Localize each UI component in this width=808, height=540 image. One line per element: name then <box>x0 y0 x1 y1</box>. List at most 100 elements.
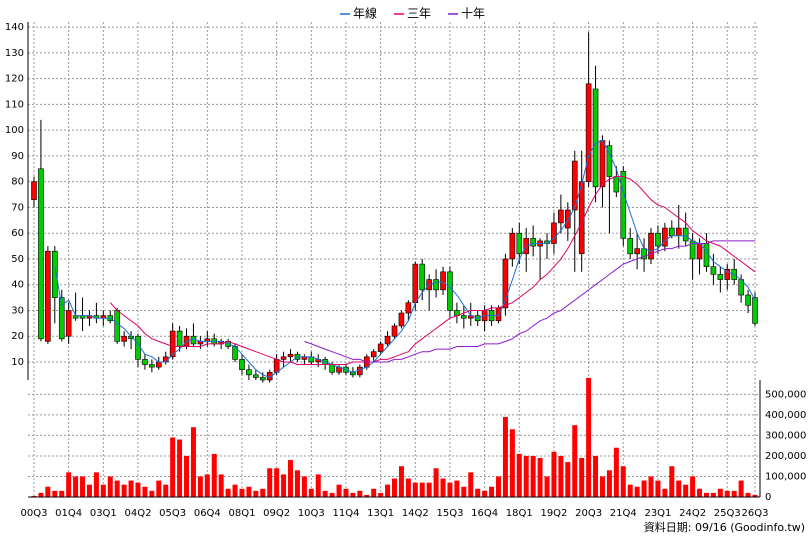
candle-body <box>38 168 44 340</box>
volume-bar <box>724 490 730 497</box>
volume-bar <box>516 453 522 497</box>
x-tick-label: 23Q1 <box>644 508 671 519</box>
volume-bar <box>703 492 709 497</box>
candle-body <box>398 312 405 327</box>
volume-bar <box>114 480 120 497</box>
x-tick-label: 11Q4 <box>332 508 359 519</box>
legend-label: 十年 <box>461 7 485 21</box>
volume-bar <box>59 490 65 497</box>
volume-bar <box>378 492 384 497</box>
volume-bar <box>294 470 300 497</box>
x-tick-label: 06Q4 <box>194 508 221 519</box>
candle-body <box>31 181 37 201</box>
candle-body <box>599 140 606 188</box>
candle-body <box>246 369 252 376</box>
candle-body <box>495 307 502 322</box>
volume-bar <box>142 486 148 497</box>
volume-bar <box>565 462 571 497</box>
volume-bar <box>745 492 751 497</box>
candle-body <box>620 171 627 239</box>
candle-body <box>405 302 412 314</box>
y-tick-label: 70 <box>11 202 24 213</box>
volume-bar <box>641 480 647 497</box>
candle-body <box>613 176 620 193</box>
volume-bar <box>509 429 515 497</box>
volume-bar <box>184 455 190 497</box>
volume-bar <box>599 476 605 497</box>
volume-bar <box>489 486 495 497</box>
volume-bar <box>52 490 58 497</box>
volume-bar <box>336 484 342 497</box>
volume-bar <box>80 476 86 497</box>
volume-bar <box>412 482 418 497</box>
volume-bar <box>440 478 446 497</box>
volume-bar <box>738 480 744 497</box>
candle-body <box>440 271 446 291</box>
candle-body <box>606 145 613 177</box>
candle-body <box>585 83 592 182</box>
x-tick-label: 18Q1 <box>506 508 533 519</box>
y-tick-label: 20 <box>11 331 24 342</box>
volume-bar <box>121 484 127 497</box>
x-tick-label: 20Q3 <box>575 508 602 519</box>
candle-body <box>45 250 51 342</box>
y-tick-label: 120 <box>5 74 24 85</box>
candle-body <box>391 325 398 337</box>
volume-bar <box>45 486 51 497</box>
candle-body <box>280 356 287 360</box>
volume-bar <box>662 488 668 497</box>
candle-body <box>176 330 183 347</box>
volume-bar <box>433 468 439 497</box>
volume-bar <box>260 488 266 497</box>
y-tick-label: 40 <box>11 280 24 291</box>
volume-bar <box>253 490 259 497</box>
candle-body <box>412 263 419 304</box>
x-tick-label: 00Q3 <box>21 508 48 519</box>
volume-bar <box>343 488 349 497</box>
volume-bar <box>523 455 529 497</box>
volume-bar <box>66 472 72 497</box>
volume-bar <box>93 472 99 497</box>
candle-body <box>155 361 162 368</box>
x-tick-label: 16Q4 <box>471 508 498 519</box>
volume-bar <box>398 466 404 497</box>
volume-bar <box>710 492 716 497</box>
y2-tick-label: 0 <box>765 492 771 503</box>
volume-bar <box>107 476 113 497</box>
volume-bar <box>211 453 217 497</box>
volume-bar <box>634 486 640 497</box>
volume-bar <box>405 478 411 497</box>
candle-body <box>655 232 661 247</box>
candle-body <box>114 310 120 342</box>
volume-bar <box>606 470 612 497</box>
y-tick-label: 90 <box>11 151 24 162</box>
volume-bar <box>135 482 141 497</box>
candle-body <box>58 297 65 340</box>
volume-bar <box>177 439 183 497</box>
volume-bar <box>475 488 481 497</box>
candle-body <box>627 238 634 255</box>
volume-bar <box>586 377 592 497</box>
candle-body <box>447 271 453 311</box>
volume-bar <box>593 455 599 497</box>
x-tick-label: 21Q4 <box>610 508 637 519</box>
candle-body <box>273 359 280 373</box>
candle-body <box>592 88 599 188</box>
volume-bar <box>204 474 210 497</box>
candle-body <box>752 297 758 324</box>
y-tick-label: 10 <box>11 357 24 368</box>
x-tick-label: 14Q2 <box>402 508 429 519</box>
candle-body <box>169 330 176 358</box>
volume-bar <box>322 490 328 497</box>
y-tick-label: 50 <box>11 254 24 265</box>
candle-body <box>329 364 335 373</box>
candle-body <box>377 343 384 352</box>
volume-bar <box>190 427 196 497</box>
volume-bar <box>357 490 363 497</box>
volume-bar <box>350 492 356 497</box>
volume-bar <box>274 468 280 497</box>
y2-tick-label: 400,000 <box>765 410 806 421</box>
volume-bar <box>156 480 162 497</box>
candle-body <box>669 227 675 237</box>
